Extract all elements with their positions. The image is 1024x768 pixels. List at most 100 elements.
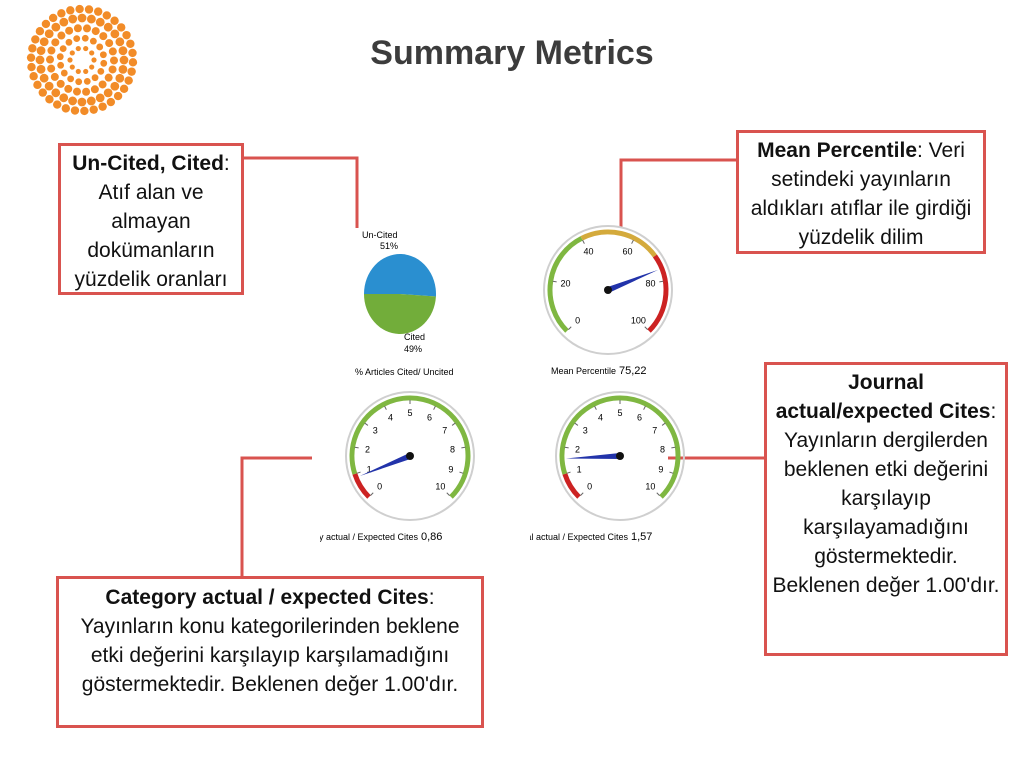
callout-journal-heading: Journal actual/expected Cites (775, 371, 991, 423)
logo-dot (89, 37, 97, 45)
gauge-tick (446, 492, 450, 496)
logo-dot (89, 50, 95, 56)
logo-dot (93, 7, 103, 16)
gauge-tick-label: 0 (587, 481, 592, 491)
cited-uncited-pie-chart: Un-Cited 51% Cited 49% % Articles Cited/… (355, 230, 454, 377)
gauge-tick-label: 80 (645, 278, 655, 288)
logo-dot (45, 95, 54, 104)
logo-dot (51, 38, 60, 47)
logo-dot (100, 59, 108, 67)
gauge-rim (543, 225, 673, 355)
logo-dot (29, 72, 38, 81)
gauge-tick-label: 9 (658, 464, 663, 474)
gauge-rim (555, 391, 685, 521)
logo-dot (91, 74, 99, 82)
gauge-tick (631, 239, 634, 244)
logo-dot (96, 43, 104, 51)
gauge-band (562, 473, 581, 499)
logo-dot (67, 57, 73, 63)
logo-dot (103, 88, 113, 98)
gauge-band (547, 236, 583, 333)
logo-dot (68, 14, 78, 24)
gauge-tick (574, 422, 579, 426)
gauge-tick-label: 60 (623, 247, 633, 257)
logo-dot (83, 68, 89, 75)
logo-dot (69, 64, 75, 70)
category-cites-gauge: 01 234 5 678 910 Category actual / Expected C… (320, 391, 475, 543)
gauge-caption: Category actual / Expected Cites (320, 532, 418, 542)
logo-dot (59, 45, 67, 53)
gauge-needle (359, 453, 412, 477)
logo-dot (50, 72, 59, 81)
gauge-tick (354, 446, 359, 449)
logo-dot (57, 31, 66, 40)
logo-dot (95, 93, 105, 103)
gauge-tick-label: 2 (575, 444, 580, 454)
logo-dot (117, 23, 126, 32)
logo-dot (99, 32, 108, 41)
logo-dot (82, 87, 91, 96)
logo-dot (83, 24, 92, 33)
gauge-tick (552, 280, 557, 283)
gauge-band (352, 473, 371, 499)
logo-dot (113, 91, 123, 101)
pie-label-uncited: Un-Cited (362, 230, 398, 240)
logo-dot (28, 44, 37, 53)
gauge-tick-label: 7 (652, 426, 657, 436)
pie-label-cited: Cited (404, 332, 425, 342)
logo-dot (75, 4, 84, 14)
gauge-tick (564, 446, 569, 449)
gauge-tick-label: 40 (583, 247, 593, 257)
logo-dot (36, 64, 46, 74)
journal-cites-gauge: 01 234 5 678 910 Journal actual / Expected Ci… (530, 391, 685, 543)
logo-dot (39, 73, 49, 83)
gauge-needle (566, 453, 621, 459)
gauge-tick-label: 20 (561, 278, 571, 288)
logo-dot (65, 38, 73, 46)
gauge-tick (580, 492, 584, 496)
logo-dot (64, 84, 73, 93)
logo-dot (73, 24, 82, 33)
logo-dot (83, 77, 91, 85)
logo-dot (35, 27, 45, 36)
logo-dot (65, 26, 74, 35)
callout-uncited: Un-Cited, Cited: Atıf alan ve almayan do… (58, 143, 244, 295)
logo-dot (115, 37, 125, 47)
logo-dot (110, 81, 120, 91)
logo-dot (98, 102, 107, 111)
logo-dot (33, 80, 42, 90)
logo-dot (97, 67, 105, 75)
callout-mean-percentile: Mean Percentile: Veri setindeki yayınlar… (736, 130, 986, 254)
logo-dot (109, 56, 118, 65)
logo-dot (83, 45, 89, 52)
gauge-caption: Mean Percentile (551, 366, 616, 376)
logo-dot (84, 5, 94, 14)
logo-dot (57, 9, 66, 18)
logo-dot (70, 106, 80, 115)
logo-dot (91, 27, 100, 36)
logo-dot (72, 87, 81, 96)
callout-category-text: : Yayınların konu kategorilerinden bekle… (80, 586, 460, 696)
logo-dot (51, 88, 61, 98)
logo-dot (51, 22, 61, 32)
gauge-tick-label: 3 (583, 426, 588, 436)
logo-dot (108, 47, 117, 56)
logo-dot (110, 29, 120, 39)
logo-dot (118, 64, 128, 74)
logo-dot (90, 85, 99, 94)
logo-dot (128, 48, 137, 58)
gauge-tick (364, 422, 369, 426)
logo-dot (77, 13, 87, 23)
logo-dot (36, 46, 46, 56)
logo-dot (44, 81, 54, 91)
logo-dot (75, 68, 81, 75)
logo-dot (81, 34, 89, 42)
logo-dot (103, 22, 113, 32)
logo-dot (35, 55, 45, 65)
logo-dot (46, 55, 55, 64)
gauge-tick-label: 0 (377, 481, 382, 491)
logo-dot (57, 61, 65, 69)
logo-dot (56, 53, 64, 61)
gauge-tick (644, 326, 648, 330)
gauge-band (349, 395, 471, 499)
